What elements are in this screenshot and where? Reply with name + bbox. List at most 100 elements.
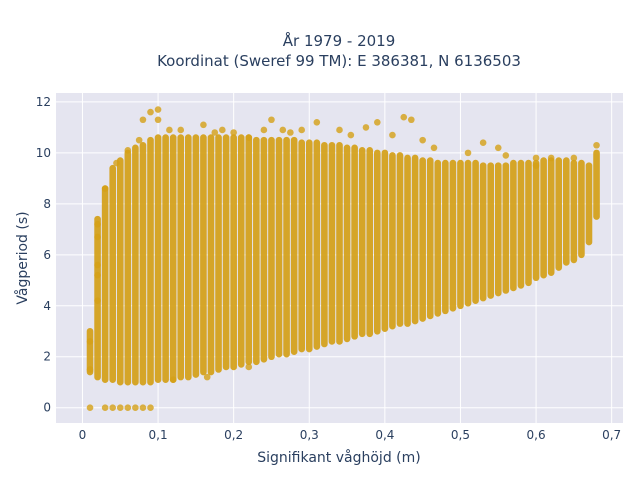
- data-point-column: [547, 157, 555, 276]
- data-point: [245, 134, 253, 141]
- data-point: [400, 113, 408, 121]
- data-point: [260, 126, 268, 134]
- data-point-column: [487, 162, 494, 299]
- data-point-column: [585, 162, 593, 246]
- data-point-column: [411, 154, 419, 325]
- data-point-column: [185, 134, 192, 381]
- data-point-column: [419, 157, 426, 322]
- data-point-column: [313, 139, 321, 350]
- data-point: [230, 129, 237, 136]
- data-point: [177, 126, 185, 134]
- chart-title-line-2: Koordinat (Sweref 99 TM): E 386381, N 61…: [157, 52, 521, 70]
- data-point-column: [207, 134, 215, 376]
- data-point-column: [139, 141, 147, 386]
- x-tick-labels: 0 0,1 0,2 0,3 0,4 0,5 0,6 0,7: [79, 428, 622, 442]
- data-point: [532, 162, 540, 169]
- data-point-column: [563, 157, 570, 266]
- data-point: [147, 404, 154, 412]
- y-tick-label: 6: [43, 248, 51, 262]
- data-point: [101, 404, 109, 412]
- data-point-column: [464, 159, 472, 307]
- data-point-column: [192, 134, 200, 378]
- data-point-column: [502, 162, 510, 294]
- data-point: [374, 119, 381, 126]
- data-point: [593, 141, 600, 149]
- x-tick-label: 0,3: [300, 428, 319, 442]
- data-point-column: [162, 134, 169, 383]
- data-point: [113, 159, 120, 167]
- data-point: [154, 116, 162, 124]
- data-point: [268, 116, 275, 124]
- y-tick-label: 12: [36, 95, 51, 109]
- data-point: [94, 233, 101, 241]
- data-point: [200, 121, 207, 129]
- data-point-column: [381, 149, 389, 333]
- data-point: [116, 404, 124, 412]
- data-point-column: [305, 139, 313, 353]
- data-point-column: [426, 157, 434, 320]
- data-point-column: [321, 141, 328, 348]
- data-point-column: [169, 134, 177, 383]
- data-point: [86, 366, 94, 373]
- data-point-column: [328, 141, 336, 345]
- data-point: [101, 185, 109, 192]
- data-point: [166, 126, 173, 134]
- data-point-column: [290, 136, 298, 355]
- data-point-column: [132, 144, 139, 386]
- data-point: [94, 271, 101, 279]
- data-point: [547, 154, 555, 162]
- data-point-column: [147, 136, 154, 386]
- data-point-column: [532, 159, 540, 282]
- data-point-column: [215, 134, 222, 373]
- data-point-column: [578, 159, 585, 259]
- data-point: [147, 108, 154, 116]
- x-tick-label: 0,4: [375, 428, 394, 442]
- y-tick-label: 2: [43, 350, 51, 364]
- data-point-column: [434, 159, 442, 317]
- data-point: [94, 297, 101, 304]
- data-point: [135, 136, 143, 144]
- data-point: [532, 154, 540, 162]
- data-point: [94, 220, 101, 228]
- data-point: [139, 116, 147, 124]
- data-point: [86, 404, 94, 412]
- x-tick-label: 0,6: [527, 428, 546, 442]
- x-tick-label: 0,1: [149, 428, 168, 442]
- data-point-column: [517, 159, 525, 289]
- x-tick-label: 0,7: [602, 428, 621, 442]
- data-point: [203, 373, 211, 381]
- data-point-column: [479, 162, 487, 302]
- data-point: [464, 149, 472, 157]
- data-point: [419, 136, 426, 144]
- data-point: [313, 119, 321, 126]
- y-tick-label: 4: [43, 299, 51, 313]
- data-point-column: [343, 144, 351, 343]
- data-point-column: [260, 136, 268, 363]
- data-point: [139, 404, 147, 412]
- data-point-column: [351, 144, 358, 340]
- data-point-column: [200, 134, 207, 376]
- data-point-column: [237, 134, 245, 368]
- data-point: [154, 106, 162, 113]
- data-point: [219, 126, 226, 134]
- data-point-column: [268, 136, 275, 361]
- x-axis-label: Signifikant våghöjd (m): [257, 449, 420, 466]
- data-point-column: [358, 147, 366, 338]
- data-point: [124, 404, 132, 412]
- data-point: [430, 144, 438, 152]
- data-point-column: [177, 134, 185, 381]
- data-point: [287, 129, 294, 136]
- data-point-column: [298, 139, 305, 353]
- data-point: [362, 124, 370, 131]
- data-point-column: [222, 134, 230, 371]
- data-point-column: [540, 157, 547, 279]
- data-point-column: [525, 159, 532, 287]
- data-point: [408, 116, 415, 124]
- chart-title-line-1: År 1979 - 2019: [283, 31, 396, 50]
- data-point-column: [116, 157, 124, 386]
- x-tick-label: 0,2: [224, 428, 243, 442]
- data-point: [94, 261, 101, 269]
- data-point-column: [109, 164, 116, 383]
- data-point-column: [253, 136, 260, 366]
- data-point-column: [570, 159, 578, 264]
